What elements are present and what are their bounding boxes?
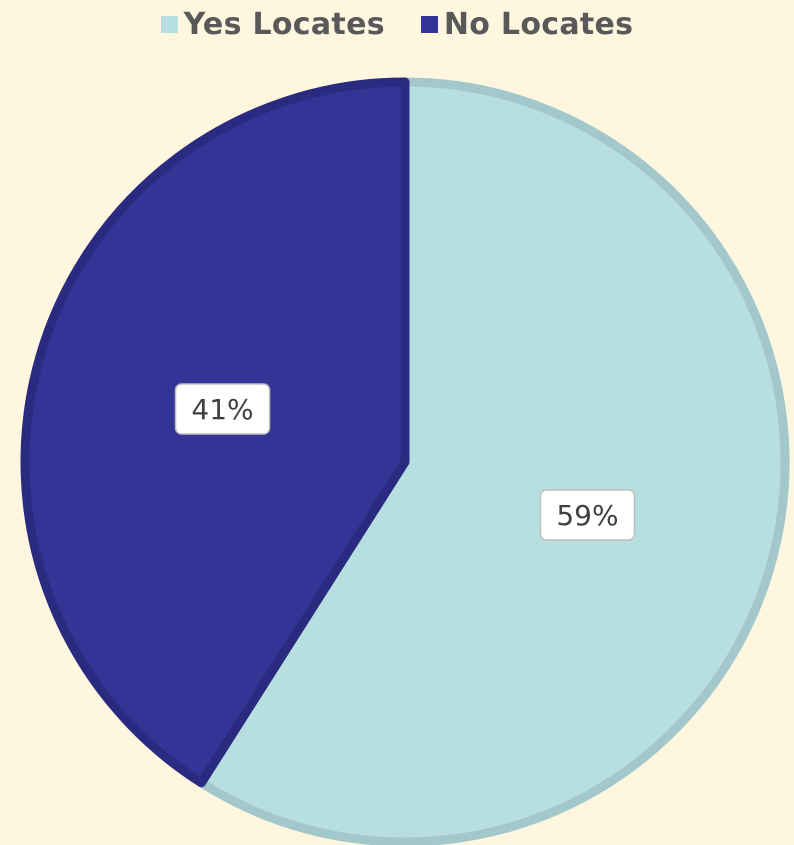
legend-swatch-yes-locates	[160, 15, 178, 33]
pie-slice-yes-locates[interactable]	[196, 77, 790, 845]
legend: Yes Locates No Locates	[0, 2, 794, 46]
pie-label-text: 59%	[556, 499, 618, 532]
pie-label-no-locates: 41%	[174, 383, 271, 435]
legend-label-yes-locates: Yes Locates	[183, 6, 385, 42]
pie-label-yes-locates: 59%	[539, 489, 636, 541]
pie-slices	[20, 77, 790, 845]
legend-swatch-no-locates	[420, 15, 438, 33]
legend-item-no-locates[interactable]: No Locates	[420, 6, 634, 42]
legend-item-yes-locates[interactable]: Yes Locates	[160, 6, 385, 42]
legend-label-no-locates: No Locates	[443, 6, 634, 42]
pie-data-labels: 59% 41%	[174, 383, 636, 541]
pie-label-box	[539, 489, 636, 541]
pie-label-box	[174, 383, 271, 435]
pie-label-text: 41%	[191, 393, 253, 426]
